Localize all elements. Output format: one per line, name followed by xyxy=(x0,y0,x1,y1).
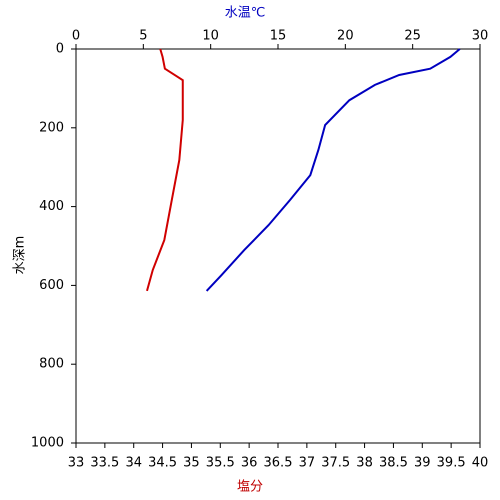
y-tick-label: 400 xyxy=(39,199,64,214)
y-tick-label: 200 xyxy=(39,120,64,135)
x-tick-label: 37.5 xyxy=(321,456,350,471)
x-tick-label: 33 xyxy=(68,456,85,471)
x-tick-label: 37 xyxy=(299,456,316,471)
x-tick-label: 34 xyxy=(125,456,142,471)
y-tick-label: 0 xyxy=(56,42,64,57)
profile-line xyxy=(146,48,184,292)
profile-line xyxy=(205,48,461,292)
x2-tick-label: 5 xyxy=(139,29,147,44)
x2-tick-label: 25 xyxy=(404,29,421,44)
x-tick-label: 35 xyxy=(183,456,200,471)
x-tick-label: 40 xyxy=(472,456,489,471)
y-tick-label: 800 xyxy=(39,357,64,372)
x2-tick-label: 10 xyxy=(202,29,219,44)
x2-tick-label: 30 xyxy=(472,29,489,44)
x-tick-label: 36.5 xyxy=(264,456,293,471)
x-axis-label: 塩分 xyxy=(237,480,263,495)
x-tick-label: 39 xyxy=(414,456,431,471)
y-axis-label: 水深m xyxy=(13,236,28,275)
x-tick-label: 35.5 xyxy=(206,456,235,471)
x-tick-label: 36 xyxy=(241,456,258,471)
x2-tick-label: 0 xyxy=(72,29,80,44)
x-tick-label: 38.5 xyxy=(379,456,408,471)
x-tick-label: 34.5 xyxy=(148,456,177,471)
x2-axis-label: 水温℃ xyxy=(225,6,266,21)
x-tick-label: 38 xyxy=(356,456,373,471)
y-tick-label: 1000 xyxy=(31,436,64,451)
y-tick-label: 600 xyxy=(39,278,64,293)
x2-tick-label: 15 xyxy=(270,29,287,44)
plot-frame xyxy=(75,48,481,444)
x-tick-label: 39.5 xyxy=(437,456,466,471)
x-tick-label: 33.5 xyxy=(90,456,119,471)
x2-tick-label: 20 xyxy=(337,29,354,44)
